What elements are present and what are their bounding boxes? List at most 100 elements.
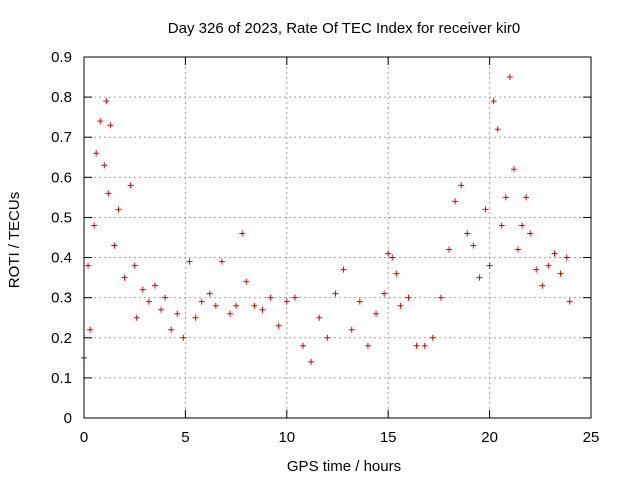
data-point (115, 206, 122, 213)
data-point (523, 194, 530, 201)
data-point (259, 306, 266, 313)
y-tick-label: 0.9 (51, 49, 72, 66)
x-tick-label: 0 (80, 429, 88, 446)
data-point (101, 162, 108, 169)
data-point (437, 294, 444, 301)
y-tick-label: 0.2 (51, 330, 72, 347)
data-point (340, 266, 347, 273)
data-point (551, 250, 558, 257)
data-point (218, 258, 225, 265)
data-point (510, 166, 517, 173)
data-point (519, 222, 526, 229)
data-point (180, 334, 187, 341)
data-point (381, 290, 388, 297)
data-point (131, 262, 138, 269)
data-point (300, 342, 307, 349)
x-tick-label: 5 (181, 429, 189, 446)
data-point (111, 242, 118, 249)
x-axis-title: GPS time / hours (287, 458, 401, 475)
data-point (563, 254, 570, 261)
y-tick-label: 0.6 (51, 169, 72, 186)
data-point (364, 342, 371, 349)
y-axis-title: ROTI / TECUs (6, 192, 23, 288)
y-tick-label: 0.1 (51, 370, 72, 387)
data-point (464, 230, 471, 237)
data-point (506, 74, 513, 81)
data-point (421, 342, 428, 349)
y-tick-label: 0.3 (51, 290, 72, 307)
data-point (557, 270, 564, 277)
data-point (251, 302, 258, 309)
data-point (93, 150, 100, 157)
data-point (139, 286, 146, 293)
data-point (348, 326, 355, 333)
data-point (476, 274, 483, 281)
data-point (413, 342, 420, 349)
data-point (291, 294, 298, 301)
data-point (332, 290, 339, 297)
data-point (133, 314, 140, 321)
data-point (91, 222, 98, 229)
data-point (324, 334, 331, 341)
data-point (393, 270, 400, 277)
data-point (192, 314, 199, 321)
data-point (429, 334, 436, 341)
data-point (405, 294, 412, 301)
plot-frame (83, 56, 592, 419)
chart-title: Day 326 of 2023, Rate Of TEC Index for r… (168, 20, 520, 37)
data-point (458, 182, 465, 189)
data-point (186, 258, 193, 265)
y-tick-label: 0 (64, 410, 72, 427)
data-point (103, 98, 110, 105)
data-point (174, 310, 181, 317)
data-point (97, 118, 104, 125)
data-point (486, 262, 493, 269)
data-point (498, 222, 505, 229)
data-point (121, 274, 128, 281)
y-tick-label: 0.8 (51, 89, 72, 106)
data-point (239, 230, 246, 237)
data-point (85, 262, 92, 269)
data-point (145, 298, 152, 305)
data-point (151, 282, 158, 289)
data-point (87, 326, 94, 333)
data-point (227, 310, 234, 317)
data-point (482, 206, 489, 213)
data-point (267, 294, 274, 301)
data-point (452, 198, 459, 205)
data-point (206, 290, 213, 297)
data-point (198, 298, 205, 305)
data-point (527, 230, 534, 237)
data-point (127, 182, 134, 189)
data-point (514, 246, 521, 253)
data-point (212, 302, 219, 309)
data-point (233, 302, 240, 309)
data-point (490, 98, 497, 105)
data-point (162, 294, 169, 301)
data-point (397, 302, 404, 309)
x-tick-label: 15 (380, 429, 397, 446)
data-point (539, 282, 546, 289)
data-point (283, 298, 290, 305)
data-point (566, 298, 573, 305)
y-tick-label: 0.7 (51, 129, 72, 146)
data-point (316, 314, 323, 321)
y-tick-label: 0.5 (51, 209, 72, 226)
axis-ticks: 0 0.1 0.2 0.3 0.4 0.5 0.6 0.7 0.8 0.9 0 5 10 15 20 25 (51, 49, 599, 446)
x-tick-label: 10 (278, 429, 295, 446)
data-point (168, 326, 175, 333)
data-point (158, 306, 165, 313)
data-point (105, 190, 112, 197)
grid-lines (84, 57, 591, 418)
data-point (373, 310, 380, 317)
data-point (389, 254, 396, 261)
x-tick-label: 25 (583, 429, 600, 446)
data-point (385, 250, 392, 257)
data-point (308, 358, 315, 365)
data-point (275, 322, 282, 329)
data-point (356, 298, 363, 305)
data-point (545, 262, 552, 269)
